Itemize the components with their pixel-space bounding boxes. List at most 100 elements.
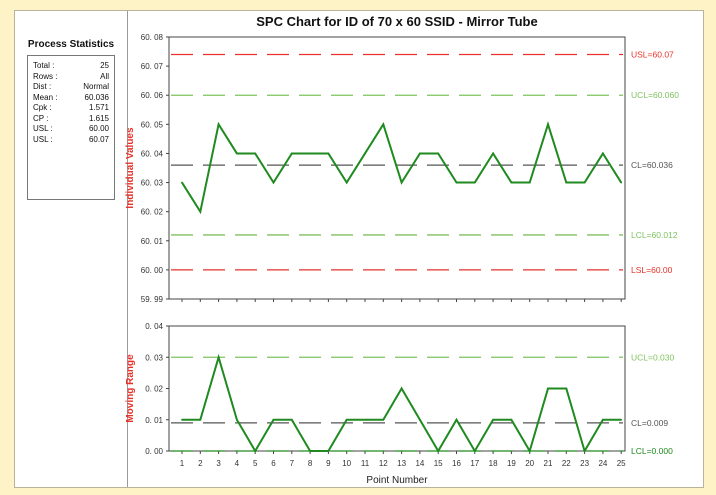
stat-value: 25 (100, 61, 109, 70)
reference-line-label: LCL=0.000 (631, 446, 673, 456)
x-tick-label: 22 (562, 459, 571, 468)
data-point (217, 123, 220, 126)
data-point (236, 418, 238, 421)
data-point (272, 181, 275, 184)
data-point (199, 210, 202, 213)
x-tick-label: 5 (253, 459, 258, 468)
data-point (473, 181, 476, 184)
stat-row: Total : 25 (33, 61, 109, 72)
y-tick-label: 60. 01 (141, 237, 164, 246)
stat-row: Dist : Normal (33, 82, 109, 93)
x-tick-label: 6 (271, 459, 276, 468)
data-point (254, 450, 257, 452)
stat-label: CP : (33, 113, 49, 123)
x-tick-label: 17 (470, 459, 479, 468)
data-point (602, 418, 604, 421)
data-point (199, 418, 202, 421)
x-tick-label: 2 (198, 459, 203, 468)
y-tick-label: 60. 02 (141, 208, 164, 217)
data-point (400, 181, 403, 184)
data-point (437, 152, 440, 155)
data-point (181, 181, 183, 184)
data-point (492, 418, 494, 421)
data-point (345, 418, 348, 421)
x-tick-label: 7 (290, 459, 295, 468)
process-statistics-panel: Process Statistics Total :25 Rows : All Dis… (15, 11, 128, 487)
y-tick-label: 60. 08 (141, 33, 164, 42)
y-tick-label: 60. 03 (141, 179, 164, 188)
x-tick-label: 21 (544, 459, 553, 468)
x-tick-label: 23 (580, 459, 589, 468)
data-point (382, 418, 385, 421)
stat-label: USL : (33, 124, 53, 133)
data-point (419, 152, 421, 155)
data-point (583, 450, 586, 452)
data-point (437, 450, 440, 452)
stat-value: 60.07 (88, 134, 109, 144)
x-tick-label: 15 (434, 459, 443, 468)
reference-line-label: CL=0.009 (631, 418, 668, 428)
data-point (217, 356, 220, 359)
data-point (400, 387, 403, 390)
stat-value: 60.00 (88, 124, 109, 133)
stat-row: USL : 60.00 (33, 124, 109, 135)
x-tick-label: 24 (598, 459, 607, 468)
data-point (181, 418, 183, 421)
data-point (528, 450, 531, 452)
data-point (455, 181, 458, 184)
stat-value: All (100, 71, 109, 81)
y-axis-label: Individual Values (125, 127, 136, 209)
data-point (547, 387, 549, 390)
stat-row: CP : 1.615 (33, 114, 109, 125)
reference-line-label: USL=60.07 (631, 49, 674, 59)
x-tick-label: 11 (361, 459, 370, 468)
y-tick-label: 0. 00 (145, 447, 163, 456)
x-tick-label: 16 (452, 459, 461, 468)
data-point (327, 152, 330, 155)
y-tick-label: 60. 05 (141, 120, 164, 129)
data-point (565, 387, 568, 390)
data-point (583, 181, 586, 184)
data-point (364, 418, 366, 421)
stat-value: 1.571 (88, 103, 109, 112)
x-tick-label: 12 (379, 459, 388, 468)
data-point (236, 152, 238, 155)
y-tick-label: 59. 99 (141, 295, 164, 304)
y-tick-label: 0. 04 (145, 322, 163, 331)
y-tick-label: 60. 06 (141, 91, 164, 100)
y-tick-label: 60. 00 (141, 266, 164, 275)
data-point (364, 152, 366, 155)
data-point (309, 450, 311, 452)
process-statistics-box: Total : 25 Rows : All Dist : Normal Mean : 60.0… (27, 55, 115, 200)
data-point (290, 418, 293, 421)
x-tick-label: 19 (507, 459, 516, 468)
x-tick-label: 10 (342, 459, 351, 468)
stat-row: Mean : 60.036 (33, 93, 109, 104)
stat-label: Total : (33, 61, 55, 70)
data-point (528, 181, 531, 184)
y-tick-label: 60. 04 (141, 149, 164, 158)
x-tick-label: 4 (235, 459, 240, 468)
data-point (345, 181, 348, 184)
x-axis-label: Point Number (366, 475, 428, 486)
reference-line-label: UCL=60.060 (631, 90, 679, 100)
data-point (290, 152, 293, 155)
data-point (510, 418, 513, 421)
stat-label: Cpk : (33, 103, 52, 112)
data-series-line (181, 120, 623, 215)
stat-label: USL : (33, 134, 53, 144)
stat-row: Rows : All (33, 72, 109, 83)
stat-row: USL : 60.07 (33, 135, 109, 146)
y-tick-label: 0. 01 (145, 416, 163, 425)
x-tick-label: 3 (216, 459, 221, 468)
spc-chart: SPC Chart for ID of 70 x 60 SSID - Mirro… (125, 14, 679, 486)
stat-row: Cpk : 1.571 (33, 103, 109, 114)
chart-title: SPC Chart for ID of 70 x 60 SSID - Mirro… (256, 14, 537, 29)
stat-label: Mean : (33, 92, 58, 102)
data-point (455, 418, 458, 421)
stat-label: Rows : (33, 71, 58, 81)
stat-value: Normal (83, 82, 109, 91)
x-tick-label: 18 (489, 459, 498, 468)
reference-line-label: LCL=60.012 (631, 230, 678, 240)
x-tick-label: 14 (415, 459, 424, 468)
